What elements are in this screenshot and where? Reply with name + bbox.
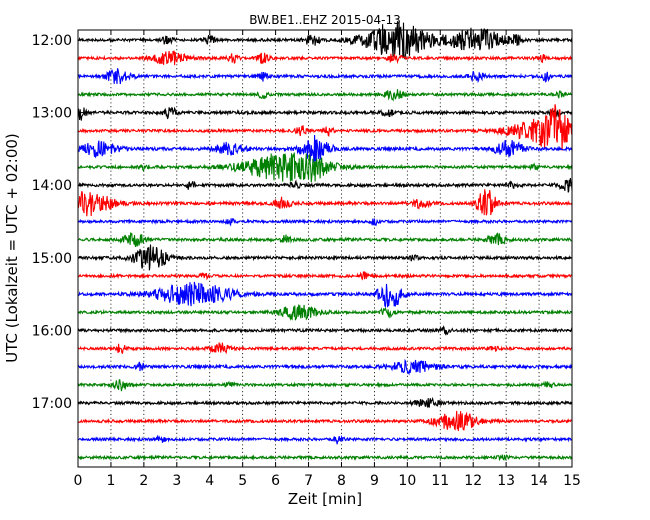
x-tick-label: 10 [398,473,416,489]
trace-1200 [77,21,573,60]
trace-1245 [77,89,573,102]
trace-1530 [77,281,573,308]
trace-1730 [77,434,573,445]
x-axis-ticks: 0 1 2 3 4 5 6 7 8 9 10 11 12 13 14 15 [74,30,581,489]
x-tick-label: 6 [271,473,280,489]
trace-1715 [77,410,573,431]
trace-1300 [77,106,573,121]
trace-1345 [77,152,573,183]
trace-1745 [77,454,573,462]
x-tick-label: 11 [431,473,449,489]
y-tick-label: 14:00 [32,178,72,194]
trace-1630 [77,358,573,376]
trace-1500 [77,244,573,271]
y-tick-label: 16:00 [32,323,72,339]
seismic-traces [77,21,573,462]
x-tick-label: 13 [497,473,515,489]
x-tick-label: 8 [337,473,346,489]
trace-1230 [77,68,573,85]
y-tick-label: 15:00 [32,251,72,267]
x-tick-label: 5 [238,473,247,489]
trace-1515 [77,270,573,281]
trace-1315 [77,104,573,151]
trace-1700 [77,396,573,409]
trace-1215 [77,50,573,66]
trace-1400 [77,177,573,193]
trace-1445 [77,232,573,248]
vertical-gridlines [110,30,540,467]
y-tick-label: 17:00 [32,396,72,412]
x-tick-label: 0 [74,473,83,489]
plot-frame [77,29,573,468]
y-axis-label: UTC (Lokalzeit = UTC + 02:00) [3,133,21,363]
trace-1600 [77,325,573,336]
x-tick-label: 7 [304,473,313,489]
x-tick-label: 15 [563,473,581,489]
trace-1330 [77,134,573,163]
x-tick-label: 2 [139,473,148,489]
trace-1645 [77,379,573,392]
chart-title: BW.BE1..EHZ 2015-04-13 [249,13,401,27]
x-tick-label: 9 [370,473,379,489]
x-tick-label: 14 [530,473,548,489]
y-axis-ticks: 12:00 13:00 14:00 15:00 16:00 17:00 [32,33,572,412]
x-tick-label: 4 [205,473,214,489]
x-axis-label: Zeit [min] [288,490,362,508]
trace-1545 [78,304,573,321]
trace-1615 [78,342,573,355]
x-tick-label: 3 [172,473,181,489]
x-tick-label: 1 [106,473,115,489]
x-tick-label: 12 [464,473,482,489]
trace-1415 [77,189,573,217]
y-tick-label: 13:00 [32,106,72,122]
trace-1430 [77,218,573,227]
y-tick-label: 12:00 [32,33,72,49]
